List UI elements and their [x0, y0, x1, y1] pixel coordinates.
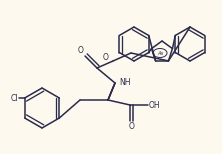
- Text: OH: OH: [149, 101, 161, 109]
- Text: Cl: Cl: [10, 93, 18, 103]
- Text: NH: NH: [119, 77, 131, 87]
- Text: As: As: [157, 51, 163, 55]
- Text: O: O: [103, 53, 109, 61]
- Text: O: O: [77, 46, 83, 55]
- Text: O: O: [129, 122, 135, 131]
